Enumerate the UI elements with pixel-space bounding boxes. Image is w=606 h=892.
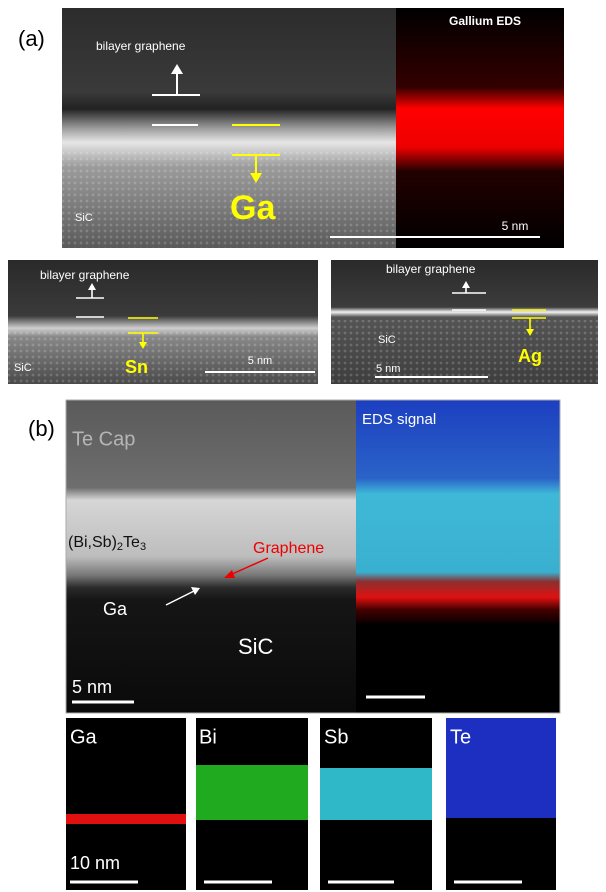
map-label: Ga — [70, 726, 98, 748]
element-label: Sn — [125, 357, 148, 377]
scale-label: 5 nm — [72, 677, 112, 697]
substrate-label: SiC — [238, 634, 274, 659]
graphene-label: bilayer graphene — [40, 268, 130, 282]
map-label: Bi — [199, 726, 217, 748]
map-label: Sb — [324, 726, 348, 748]
map-band — [66, 814, 186, 824]
eds-map — [356, 400, 560, 713]
panel-label: (a) — [18, 26, 45, 51]
eds-title: Gallium EDS — [449, 14, 521, 28]
eds-map — [396, 8, 564, 248]
graphene-label: bilayer graphene — [386, 262, 476, 276]
figure: (a) bilayer graphene SiC Ga Gallium EDS … — [0, 0, 606, 892]
lattice-texture — [62, 150, 396, 248]
map-band — [196, 765, 308, 820]
graphene-label: Graphene — [253, 540, 324, 557]
scale-label: 10 nm — [70, 853, 120, 873]
substrate-label: SiC — [75, 212, 93, 224]
element-label: Ag — [518, 346, 542, 366]
film-label-part: Te — [123, 534, 140, 551]
map-label: Te — [450, 726, 471, 748]
substrate-label: SiC — [14, 362, 32, 374]
scale-label: 5 nm — [376, 363, 400, 375]
map-band — [320, 768, 432, 820]
scale-label: 5 nm — [248, 355, 272, 367]
scale-label: 5 nm — [502, 219, 529, 233]
panel-label: (b) — [28, 416, 55, 441]
eds-title: EDS signal — [362, 411, 436, 428]
film-label: (Bi,Sb)2Te3 — [68, 534, 146, 553]
cap-label: Te Cap — [72, 428, 135, 450]
substrate-label: SiC — [378, 334, 396, 346]
ga-label: Ga — [103, 599, 128, 619]
lattice-texture — [331, 320, 598, 384]
film-label-part: (Bi,Sb) — [68, 534, 117, 551]
element-label: Ga — [230, 189, 276, 227]
graphene-label: bilayer graphene — [96, 39, 186, 53]
film-label-subscript: 3 — [140, 541, 146, 553]
